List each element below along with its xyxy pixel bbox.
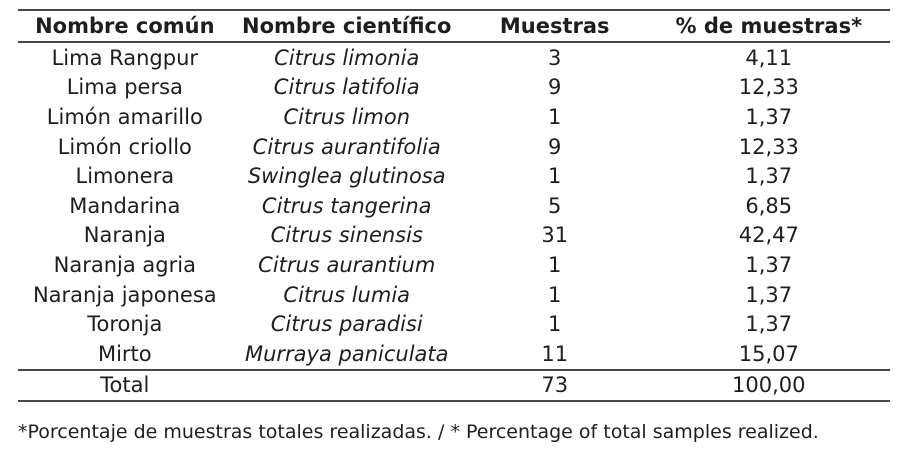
samples-cell: 3 xyxy=(548,45,562,70)
common-name-cell: Mandarina xyxy=(69,193,181,218)
percent-cell: 12,33 xyxy=(738,134,799,159)
common-name-cell: Limonera xyxy=(75,164,175,189)
column-header-scientific-name: Nombre científico xyxy=(231,9,462,43)
samples-cell: 1 xyxy=(548,282,562,307)
percent-cell: 1,37 xyxy=(745,104,793,129)
common-name-cell: Lima persa xyxy=(66,75,183,100)
percent-cell: 1,37 xyxy=(745,282,793,307)
table-row: Lima Rangpur Citrus limonia 3 4,11 xyxy=(18,42,890,73)
percent-cell: 15,07 xyxy=(738,341,799,366)
percent-cell: 42,47 xyxy=(738,223,799,248)
samples-cell: 5 xyxy=(548,193,562,218)
common-name-cell: Limón amarillo xyxy=(46,104,203,129)
scientific-name-cell: Citrus aurantifolia xyxy=(252,134,441,159)
table-row: Naranja agria Citrus aurantium 1 1,37 xyxy=(18,250,890,280)
total-percent: 100,00 xyxy=(647,368,890,402)
scientific-name-cell: Citrus paradisi xyxy=(270,312,423,337)
table-row: Toronja Citrus paradisi 1 1,37 xyxy=(18,309,890,339)
common-name-cell: Limón criollo xyxy=(57,134,192,159)
common-name-cell: Toronja xyxy=(87,312,163,337)
scientific-name-cell: Citrus aurantium xyxy=(258,252,436,277)
percent-cell: 4,11 xyxy=(745,45,793,70)
samples-cell: 31 xyxy=(541,223,569,248)
samples-cell: 9 xyxy=(548,75,562,100)
samples-cell: 1 xyxy=(548,164,562,189)
table-body: Lima Rangpur Citrus limonia 3 4,11 Lima … xyxy=(18,42,890,370)
table-row: Naranja Citrus sinensis 31 42,47 xyxy=(18,221,890,251)
table-row: Mirto Murraya paniculata 11 15,07 xyxy=(18,339,890,370)
total-label: Total xyxy=(18,368,232,402)
percent-cell: 1,37 xyxy=(745,252,793,277)
table-row: Limonera Swinglea glutinosa 1 1,37 xyxy=(18,161,890,191)
table-row: Mandarina Citrus tangerina 5 6,85 xyxy=(18,191,890,221)
common-name-cell: Naranja japonesa xyxy=(32,282,217,307)
samples-cell: 9 xyxy=(548,134,562,159)
percent-cell: 1,37 xyxy=(745,164,793,189)
scientific-name-cell: Citrus latifolia xyxy=(273,75,420,100)
footnote: *Porcentaje de muestras totales realizad… xyxy=(18,421,819,443)
table-row: Lima persa Citrus latifolia 9 12,33 xyxy=(18,73,890,103)
samples-cell: 11 xyxy=(541,341,569,366)
common-name-cell: Naranja agria xyxy=(53,252,196,277)
samples-table: Nombre común Nombre científico Muestras … xyxy=(18,9,890,402)
header-row: Nombre común Nombre científico Muestras … xyxy=(18,9,890,43)
column-header-common-name: Nombre común xyxy=(18,9,232,43)
scientific-name-cell: Citrus lumia xyxy=(283,282,411,307)
percent-cell: 1,37 xyxy=(745,312,793,337)
table-row: Naranja japonesa Citrus lumia 1 1,37 xyxy=(18,280,890,310)
samples-cell: 1 xyxy=(548,312,562,337)
percent-cell: 12,33 xyxy=(738,75,799,100)
scientific-name-cell: Citrus sinensis xyxy=(270,223,423,248)
scientific-name-cell: Murraya paniculata xyxy=(244,341,449,366)
total-scientific-cell xyxy=(231,368,462,402)
common-name-cell: Mirto xyxy=(97,341,152,366)
table-row: Limón criollo Citrus aurantifolia 9 12,3… xyxy=(18,132,890,162)
scientific-name-cell: Citrus limonia xyxy=(274,45,420,70)
total-samples: 73 xyxy=(461,368,648,402)
scientific-name-cell: Citrus limon xyxy=(283,104,411,129)
column-header-samples: Muestras xyxy=(461,9,648,43)
common-name-cell: Lima Rangpur xyxy=(51,45,199,70)
common-name-cell: Naranja xyxy=(83,223,166,248)
total-row: Total 73 100,00 xyxy=(18,368,890,402)
table-row: Limón amarillo Citrus limon 1 1,37 xyxy=(18,102,890,132)
scientific-name-cell: Swinglea glutinosa xyxy=(247,164,446,189)
samples-cell: 1 xyxy=(548,104,562,129)
scientific-name-cell: Citrus tangerina xyxy=(261,193,432,218)
samples-cell: 1 xyxy=(548,252,562,277)
column-header-percent: % de muestras* xyxy=(647,9,890,43)
percent-cell: 6,85 xyxy=(745,193,793,218)
